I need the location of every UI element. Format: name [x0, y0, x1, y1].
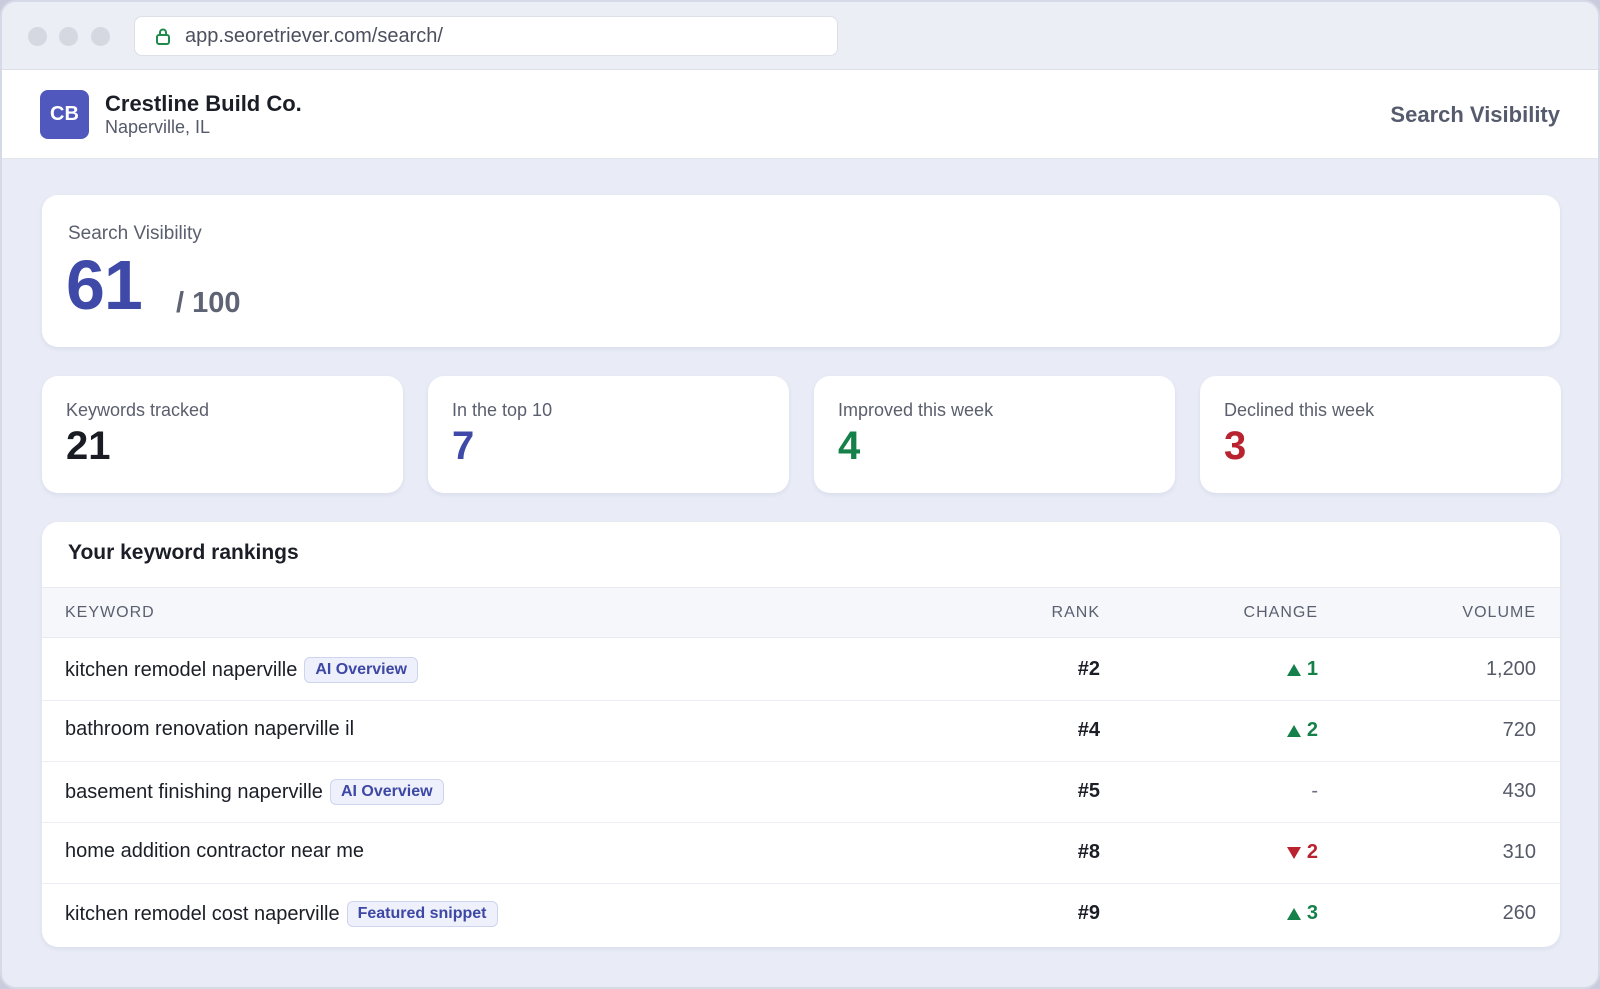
- stat-label: In the top 10: [452, 400, 553, 420]
- url-text: app.seoretriever.com/search/: [185, 24, 443, 47]
- stat-card-improved: Improved this week 4: [814, 376, 1175, 493]
- volume-cell: 430: [1502, 780, 1536, 802]
- rank-cell: #4: [1077, 719, 1100, 741]
- change-value: -: [1311, 780, 1318, 802]
- business-logo: CB: [40, 90, 89, 139]
- stat-card-keywords-tracked: Keywords tracked 21: [42, 376, 403, 493]
- stat-value: 4: [838, 424, 861, 468]
- change-value: 2: [1306, 719, 1318, 741]
- table-row[interactable]: kitchen remodel cost naperville Featured …: [42, 883, 1560, 945]
- keyword-text: bathroom renovation naperville il: [65, 718, 355, 740]
- arrow-up-icon: [1286, 907, 1301, 920]
- rank-cell: #2: [1077, 658, 1100, 680]
- stat-card-top-10: In the top 10 7: [428, 376, 789, 493]
- rank-cell: #8: [1077, 841, 1100, 863]
- stat-value: 3: [1224, 424, 1247, 468]
- change-cell: 2: [1286, 841, 1318, 864]
- window-maximize-dot[interactable]: [91, 27, 110, 46]
- column-header-keyword[interactable]: KEYWORD: [65, 604, 155, 621]
- visibility-label: Search Visibility: [68, 223, 202, 244]
- keyword-text: kitchen remodel naperville: [65, 658, 298, 681]
- visibility-max: / 100: [176, 287, 241, 319]
- visibility-score-card: Search Visibility 61 / 100: [42, 195, 1560, 347]
- keyword-cell: kitchen remodel cost naperville Featured …: [65, 901, 498, 927]
- window-close-dot[interactable]: [28, 27, 47, 46]
- table-header: KEYWORD RANK CHANGE VOLUME: [42, 587, 1560, 638]
- change-cell: 3: [1286, 902, 1318, 925]
- table-title: Your keyword rankings: [68, 541, 299, 564]
- stat-label: Declined this week: [1224, 400, 1375, 420]
- keyword-rankings-table: Your keyword rankings KEYWORD RANK CHANG…: [42, 522, 1560, 947]
- volume-cell: 310: [1502, 841, 1536, 863]
- arrow-up-icon: [1286, 663, 1301, 676]
- column-header-change[interactable]: CHANGE: [1243, 604, 1318, 621]
- serp-feature-badge: AI Overview: [329, 779, 444, 805]
- business-name: Crestline Build Co.: [105, 91, 302, 116]
- keyword-cell: kitchen remodel naperville AI Overview: [65, 657, 418, 683]
- keyword-cell: home addition contractor near me: [65, 840, 364, 863]
- arrow-up-icon: [1286, 724, 1301, 737]
- stat-label: Improved this week: [838, 400, 994, 420]
- window-minimize-dot[interactable]: [59, 27, 78, 46]
- keyword-cell: basement finishing naperville AI Overview: [65, 779, 444, 805]
- table-row[interactable]: home addition contractor near me #8 2 310: [42, 822, 1560, 884]
- stat-card-declined: Declined this week 3: [1200, 376, 1561, 493]
- stat-value: 21: [66, 424, 111, 468]
- serp-feature-badge: AI Overview: [304, 657, 418, 683]
- volume-cell: 1,200: [1485, 658, 1536, 680]
- business-location: Naperville, IL: [105, 117, 211, 137]
- stat-label: Keywords tracked: [66, 400, 210, 420]
- change-cell: 2: [1286, 719, 1318, 742]
- volume-cell: 720: [1502, 719, 1536, 741]
- table-row[interactable]: kitchen remodel naperville AI Overview #2 1…: [42, 639, 1560, 701]
- volume-cell: 260: [1502, 902, 1536, 924]
- column-header-volume[interactable]: VOLUME: [1462, 604, 1536, 621]
- keyword-text: basement finishing naperville: [65, 780, 323, 803]
- change-value: 2: [1306, 841, 1318, 863]
- page-title: Search Visibility: [1390, 102, 1560, 127]
- keyword-text: home addition contractor near me: [65, 840, 365, 862]
- arrow-down-icon: [1286, 846, 1301, 859]
- address-bar[interactable]: app.seoretriever.com/search/: [134, 16, 838, 56]
- table-row[interactable]: basement finishing naperville AI Overview…: [42, 761, 1560, 823]
- keyword-text: kitchen remodel cost naperville: [65, 902, 340, 925]
- change-value: 1: [1306, 658, 1318, 680]
- change-cell: -: [1311, 780, 1318, 803]
- visibility-score: 61: [66, 246, 143, 324]
- column-header-rank[interactable]: RANK: [1051, 604, 1100, 621]
- change-cell: 1: [1286, 658, 1318, 681]
- keyword-cell: bathroom renovation naperville il: [65, 718, 354, 741]
- browser-chrome: app.seoretriever.com/search/: [2, 2, 1598, 70]
- rank-cell: #5: [1077, 780, 1100, 802]
- rank-cell: #9: [1077, 902, 1100, 924]
- lock-icon: [156, 28, 170, 45]
- app-header: CB Crestline Build Co. Naperville, IL Se…: [2, 70, 1598, 159]
- table-row[interactable]: bathroom renovation naperville il #4 2 720: [42, 700, 1560, 762]
- serp-feature-badge: Featured snippet: [346, 901, 498, 927]
- change-value: 3: [1306, 902, 1318, 924]
- stat-value: 7: [452, 424, 475, 468]
